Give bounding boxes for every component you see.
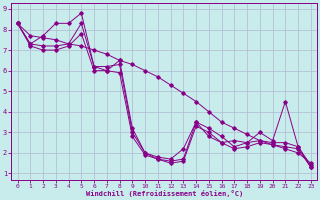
X-axis label: Windchill (Refroidissement éolien,°C): Windchill (Refroidissement éolien,°C) bbox=[85, 190, 243, 197]
